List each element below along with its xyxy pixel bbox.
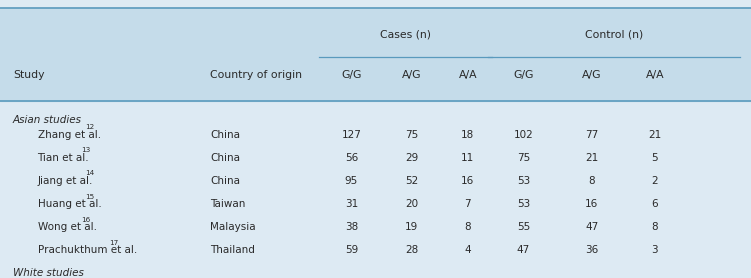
Text: 38: 38: [345, 222, 358, 232]
Text: Control (n): Control (n): [585, 30, 643, 40]
Text: 21: 21: [648, 130, 662, 140]
Text: 17: 17: [109, 240, 119, 246]
Text: 75: 75: [517, 153, 530, 163]
Text: 3: 3: [652, 245, 658, 255]
Text: 6: 6: [652, 199, 658, 209]
Text: 16: 16: [585, 199, 599, 209]
Text: 47: 47: [517, 245, 530, 255]
Text: A/G: A/G: [402, 70, 421, 80]
Text: A/G: A/G: [582, 70, 602, 80]
Text: Thailand: Thailand: [210, 245, 255, 255]
Text: 53: 53: [517, 176, 530, 186]
Text: 7: 7: [465, 199, 471, 209]
Text: Taiwan: Taiwan: [210, 199, 246, 209]
Text: Huang et al.: Huang et al.: [38, 199, 101, 209]
Text: Tian et al.: Tian et al.: [38, 153, 89, 163]
Text: 56: 56: [345, 153, 358, 163]
Text: Malaysia: Malaysia: [210, 222, 256, 232]
Text: 8: 8: [652, 222, 658, 232]
Text: 75: 75: [405, 130, 418, 140]
Text: 77: 77: [585, 130, 599, 140]
Text: China: China: [210, 176, 240, 186]
Text: 55: 55: [517, 222, 530, 232]
Text: 53: 53: [517, 199, 530, 209]
Text: G/G: G/G: [513, 70, 534, 80]
Text: 47: 47: [585, 222, 599, 232]
Text: 127: 127: [342, 130, 361, 140]
Text: Study: Study: [13, 70, 44, 80]
Text: 2: 2: [652, 176, 658, 186]
Text: Prachukthum et al.: Prachukthum et al.: [38, 245, 137, 255]
Text: 5: 5: [652, 153, 658, 163]
Text: 16: 16: [461, 176, 475, 186]
Text: 4: 4: [465, 245, 471, 255]
Text: 18: 18: [461, 130, 475, 140]
Text: 21: 21: [585, 153, 599, 163]
Text: 36: 36: [585, 245, 599, 255]
Text: 19: 19: [405, 222, 418, 232]
Text: Wong et al.: Wong et al.: [38, 222, 97, 232]
Text: 31: 31: [345, 199, 358, 209]
Text: White studies: White studies: [13, 268, 83, 278]
Text: 8: 8: [465, 222, 471, 232]
Text: Jiang et al.: Jiang et al.: [38, 176, 93, 186]
Text: 102: 102: [514, 130, 533, 140]
Text: 11: 11: [461, 153, 475, 163]
Text: 16: 16: [81, 217, 91, 223]
Text: 28: 28: [405, 245, 418, 255]
Text: 52: 52: [405, 176, 418, 186]
Text: A/A: A/A: [646, 70, 664, 80]
Text: G/G: G/G: [341, 70, 362, 80]
Text: 29: 29: [405, 153, 418, 163]
Text: China: China: [210, 130, 240, 140]
Text: Asian studies: Asian studies: [13, 115, 82, 125]
Text: A/A: A/A: [459, 70, 477, 80]
Text: 14: 14: [86, 170, 95, 177]
Text: 59: 59: [345, 245, 358, 255]
Text: 15: 15: [86, 193, 95, 200]
Text: 13: 13: [81, 147, 91, 153]
Text: Cases (n): Cases (n): [380, 30, 431, 40]
Text: China: China: [210, 153, 240, 163]
Text: Zhang et al.: Zhang et al.: [38, 130, 101, 140]
Text: Country of origin: Country of origin: [210, 70, 303, 80]
Text: 12: 12: [86, 124, 95, 130]
Text: 95: 95: [345, 176, 358, 186]
Text: 8: 8: [589, 176, 595, 186]
Bar: [0, 8, 751, 101]
Text: 20: 20: [405, 199, 418, 209]
